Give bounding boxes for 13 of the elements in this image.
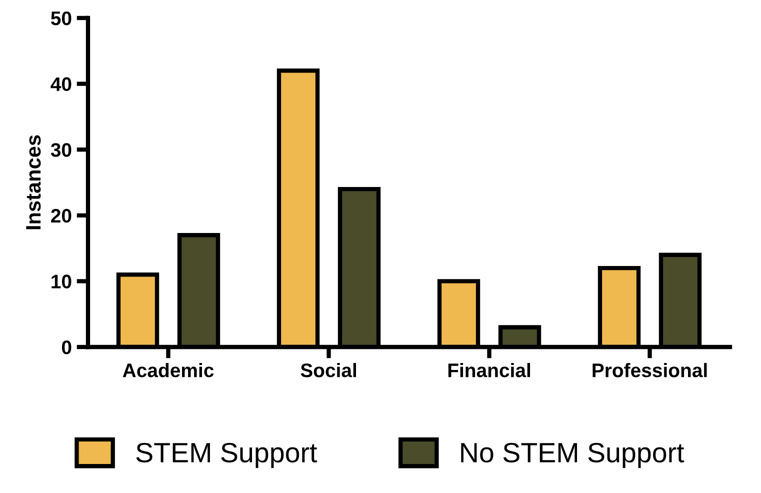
x-tick-label: Financial (448, 362, 530, 378)
y-tick-label: 50 (51, 11, 72, 26)
y-tick-label: 10 (52, 274, 72, 288)
x-tick-label: Academic (122, 362, 214, 378)
y-tick-label: 30 (50, 143, 72, 157)
x-tick-label: Social (300, 362, 356, 378)
y-axis-title: Instances (26, 135, 41, 230)
y-tick-label: 0 (62, 340, 72, 354)
y-tick-label: 40 (50, 77, 72, 92)
y-tick-label: 20 (51, 208, 72, 223)
x-tick-label: Professional (592, 362, 707, 378)
legend-label: No STEM Support (461, 442, 684, 468)
legend-label: STEM Support (136, 442, 318, 468)
